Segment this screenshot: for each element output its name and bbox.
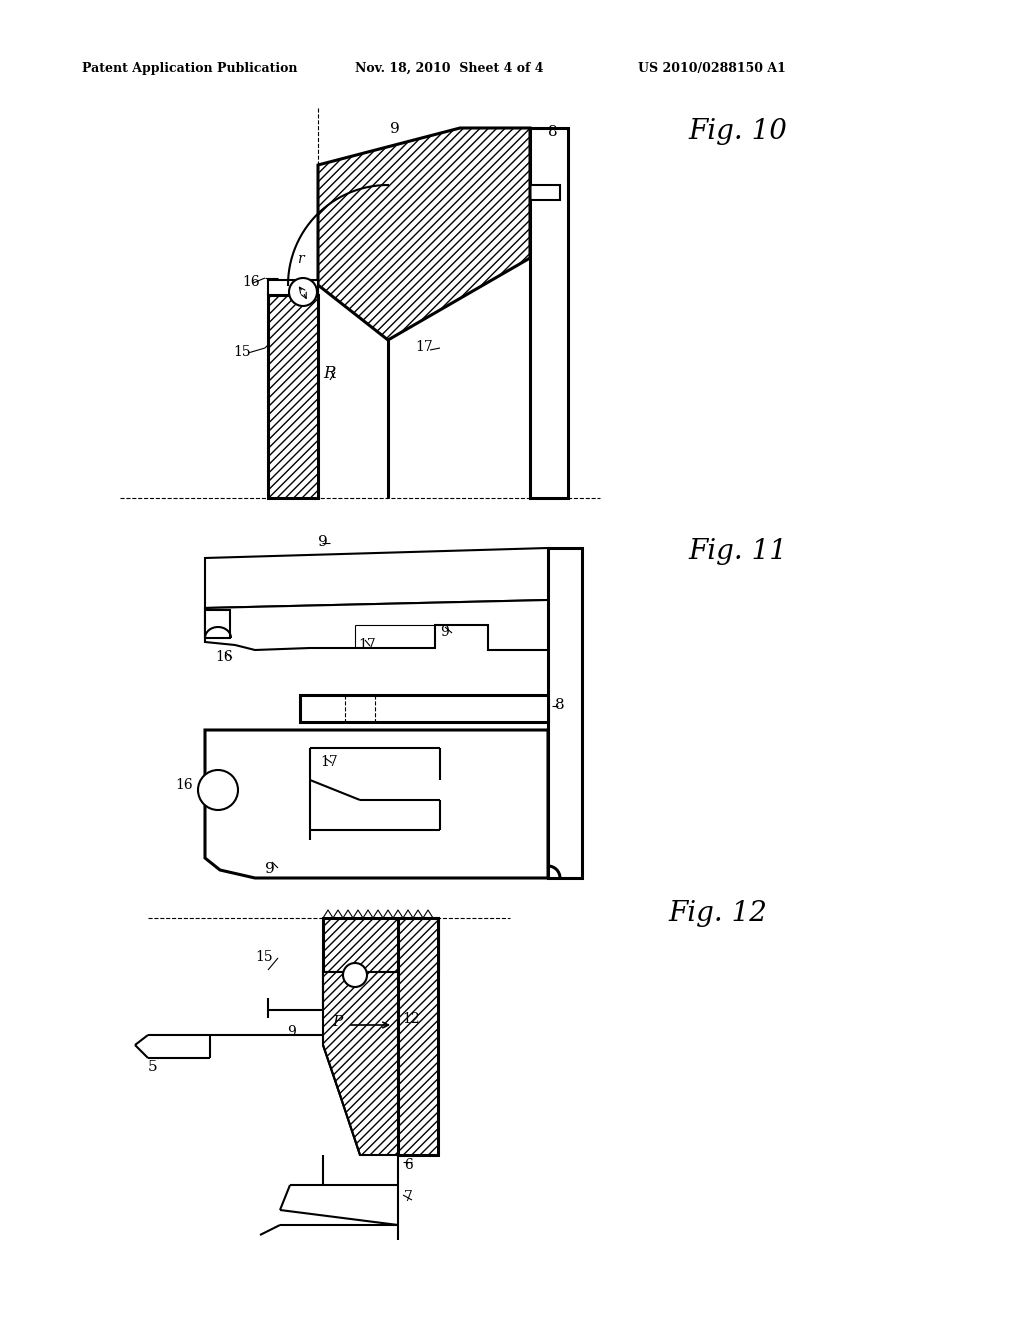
Circle shape [198,770,238,810]
Text: 9: 9 [318,535,328,549]
Polygon shape [323,972,398,1155]
Polygon shape [530,185,560,201]
Text: 16: 16 [242,275,260,289]
Polygon shape [268,294,318,498]
Text: 17: 17 [358,638,376,652]
Text: 5: 5 [148,1060,158,1074]
Text: 12: 12 [402,1012,420,1026]
Text: R: R [323,366,336,381]
Text: 9: 9 [265,862,274,876]
Text: P: P [332,1015,342,1030]
Text: 15: 15 [255,950,272,964]
Polygon shape [205,610,230,638]
Text: 8: 8 [555,698,564,711]
Text: 17: 17 [415,341,433,354]
Text: Fig. 12: Fig. 12 [668,900,767,927]
Text: 6: 6 [404,1158,413,1172]
Polygon shape [548,548,582,878]
Text: 16: 16 [215,649,232,664]
Circle shape [289,279,317,306]
Polygon shape [323,917,438,972]
Text: 15: 15 [233,345,251,359]
Circle shape [343,964,367,987]
Polygon shape [530,128,568,498]
Polygon shape [318,128,530,341]
Text: Fig. 10: Fig. 10 [688,117,786,145]
Text: Fig. 11: Fig. 11 [688,539,786,565]
Text: 9: 9 [287,1026,296,1039]
Polygon shape [300,696,548,722]
Polygon shape [268,280,318,294]
Text: 9: 9 [390,121,399,136]
Polygon shape [205,601,548,649]
Text: US 2010/0288150 A1: US 2010/0288150 A1 [638,62,785,75]
Text: r: r [297,252,304,267]
Text: 17: 17 [319,755,338,770]
Polygon shape [398,917,438,1155]
Text: Nov. 18, 2010  Sheet 4 of 4: Nov. 18, 2010 Sheet 4 of 4 [355,62,544,75]
Text: 16: 16 [175,777,193,792]
Text: 7: 7 [404,1191,413,1204]
Text: 8: 8 [548,125,558,139]
Text: Patent Application Publication: Patent Application Publication [82,62,298,75]
Polygon shape [205,548,548,609]
Polygon shape [205,730,548,878]
Text: 9: 9 [440,624,449,639]
